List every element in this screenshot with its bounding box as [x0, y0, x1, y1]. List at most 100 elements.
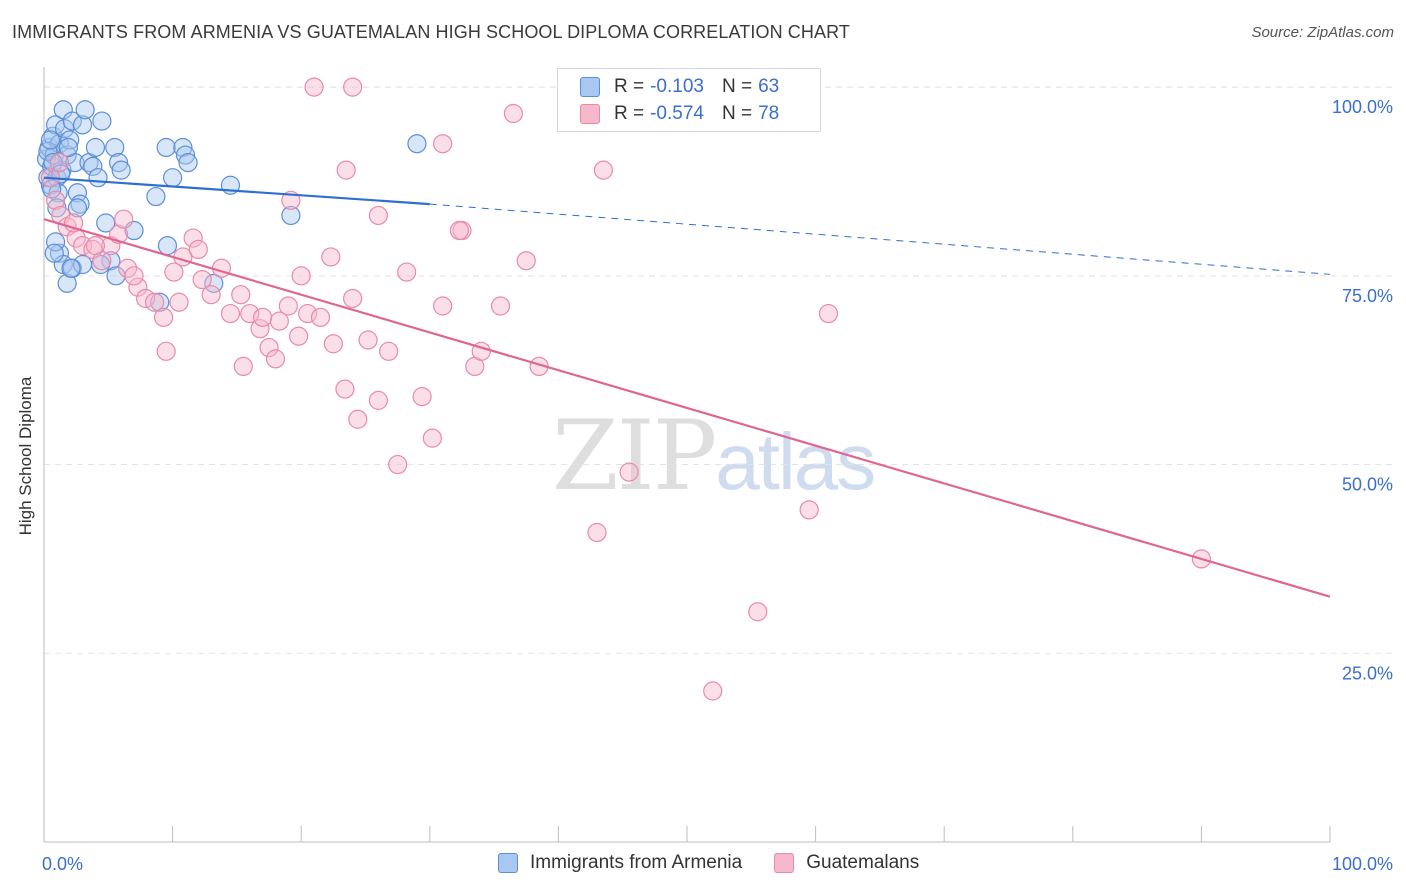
point-armenia [67, 198, 88, 218]
point-guatemalans [388, 454, 408, 475]
point-armenia [61, 258, 81, 278]
series-legend-guatemalans: Guatemalans [774, 852, 919, 874]
y-tick-label: 100.0% [1332, 97, 1393, 117]
point-armenia [40, 130, 61, 150]
point-guatemalans [321, 247, 341, 267]
point-armenia [178, 152, 198, 173]
point-armenia [111, 160, 131, 180]
y-tick-label: 50.0% [1342, 475, 1393, 495]
point-armenia [38, 141, 58, 161]
point-guatemalans [587, 522, 607, 543]
point-guatemalans [368, 390, 388, 410]
tick-labels: 25.0% 50.0% 75.0% 100.0% 0.0% 100.0% [42, 97, 1393, 874]
correlation-legend: R = -0.103 N = 63 R = -0.574 N = 78 [557, 68, 821, 132]
point-guatemalans [368, 205, 388, 226]
point-guatemalans [412, 387, 432, 407]
point-guatemalans [49, 152, 70, 173]
legend-row-armenia: R = -0.103 N = 63 [580, 75, 797, 99]
legend-swatch-armenia [580, 77, 600, 97]
point-armenia [281, 205, 301, 226]
series-armenia-points [36, 100, 427, 312]
point-guatemalans [183, 228, 203, 248]
point-armenia [60, 130, 80, 150]
point-guatemalans [117, 258, 138, 278]
y-tick-label: 25.0% [1342, 663, 1393, 683]
point-armenia [96, 213, 116, 233]
point-guatemalans [799, 500, 819, 520]
point-armenia [54, 119, 75, 139]
point-guatemalans [164, 262, 184, 282]
point-guatemalans [818, 303, 839, 324]
point-armenia [92, 111, 112, 131]
point-guatemalans [250, 319, 270, 339]
point-guatemalans [259, 337, 279, 358]
point-armenia [163, 168, 183, 188]
point-guatemalans [593, 160, 614, 180]
point-armenia [85, 137, 106, 158]
point-armenia [49, 243, 70, 263]
point-guatemalans [220, 303, 241, 324]
series-legend: Immigrants from Armenia Guatemalans [498, 852, 951, 874]
series-legend-armenia: Immigrants from Armenia [498, 852, 742, 874]
trend-line-guatemalans [43, 218, 1331, 598]
point-armenia [157, 236, 178, 256]
trend-lines [43, 176, 1331, 598]
point-guatemalans [233, 356, 253, 377]
point-armenia [204, 273, 224, 293]
point-armenia [75, 100, 95, 120]
y-tick-label: 75.0% [1342, 286, 1393, 306]
point-guatemalans [379, 341, 399, 361]
point-guatemalans [211, 258, 232, 278]
point-guatemalans [144, 292, 165, 312]
point-guatemalans [45, 190, 66, 210]
point-guatemalans [748, 602, 768, 622]
axes [43, 67, 1331, 843]
point-armenia [43, 152, 63, 173]
point-guatemalans [343, 77, 363, 97]
point-armenia [407, 134, 427, 154]
point-guatemalans [291, 266, 311, 286]
point-armenia [105, 137, 125, 158]
point-guatemalans [433, 296, 453, 316]
legend-n-label: N = [721, 76, 753, 97]
point-guatemalans [128, 277, 148, 297]
point-armenia [67, 183, 88, 203]
series-legend-swatch-guatemalans [774, 853, 795, 873]
point-guatemalans [304, 77, 324, 97]
point-guatemalans [231, 285, 251, 305]
series-legend-label-armenia: Immigrants from Armenia [530, 852, 743, 873]
x-tick-label: 100.0% [1332, 854, 1393, 874]
point-armenia [175, 145, 196, 165]
point-armenia [156, 137, 176, 158]
point-guatemalans [114, 209, 134, 229]
point-armenia [83, 156, 103, 176]
point-guatemalans [490, 296, 511, 316]
point-armenia [62, 111, 82, 131]
point-guatemalans [278, 296, 298, 316]
chart-title: IMMIGRANTS FROM ARMENIA VS GUATEMALAN HI… [12, 22, 850, 42]
series-guatemalans-points [40, 77, 1212, 701]
point-guatemalans [124, 266, 144, 286]
point-armenia [108, 152, 129, 173]
point-guatemalans [433, 134, 453, 154]
point-armenia [72, 115, 93, 135]
legend-swatch-guatemalans [580, 104, 600, 124]
point-guatemalans [516, 251, 536, 271]
point-guatemalans [85, 236, 106, 256]
series-legend-swatch-armenia [498, 853, 518, 873]
point-guatemalans [192, 269, 212, 290]
legend-r-label: R = [614, 76, 645, 97]
legend-n-value: 63 [758, 76, 780, 97]
legend-r-value: -0.103 [650, 76, 704, 97]
point-guatemalans [201, 285, 221, 305]
trend-line-armenia [43, 176, 430, 206]
point-armenia [44, 243, 64, 263]
point-guatemalans [153, 307, 174, 327]
y-axis-label: High School Diploma [16, 376, 35, 536]
point-guatemalans [240, 303, 260, 324]
point-guatemalans [310, 307, 331, 327]
point-guatemalans [449, 220, 469, 241]
point-guatemalans [336, 160, 356, 180]
legend-row-guatemalans: R = -0.574 N = 78 [580, 102, 797, 126]
